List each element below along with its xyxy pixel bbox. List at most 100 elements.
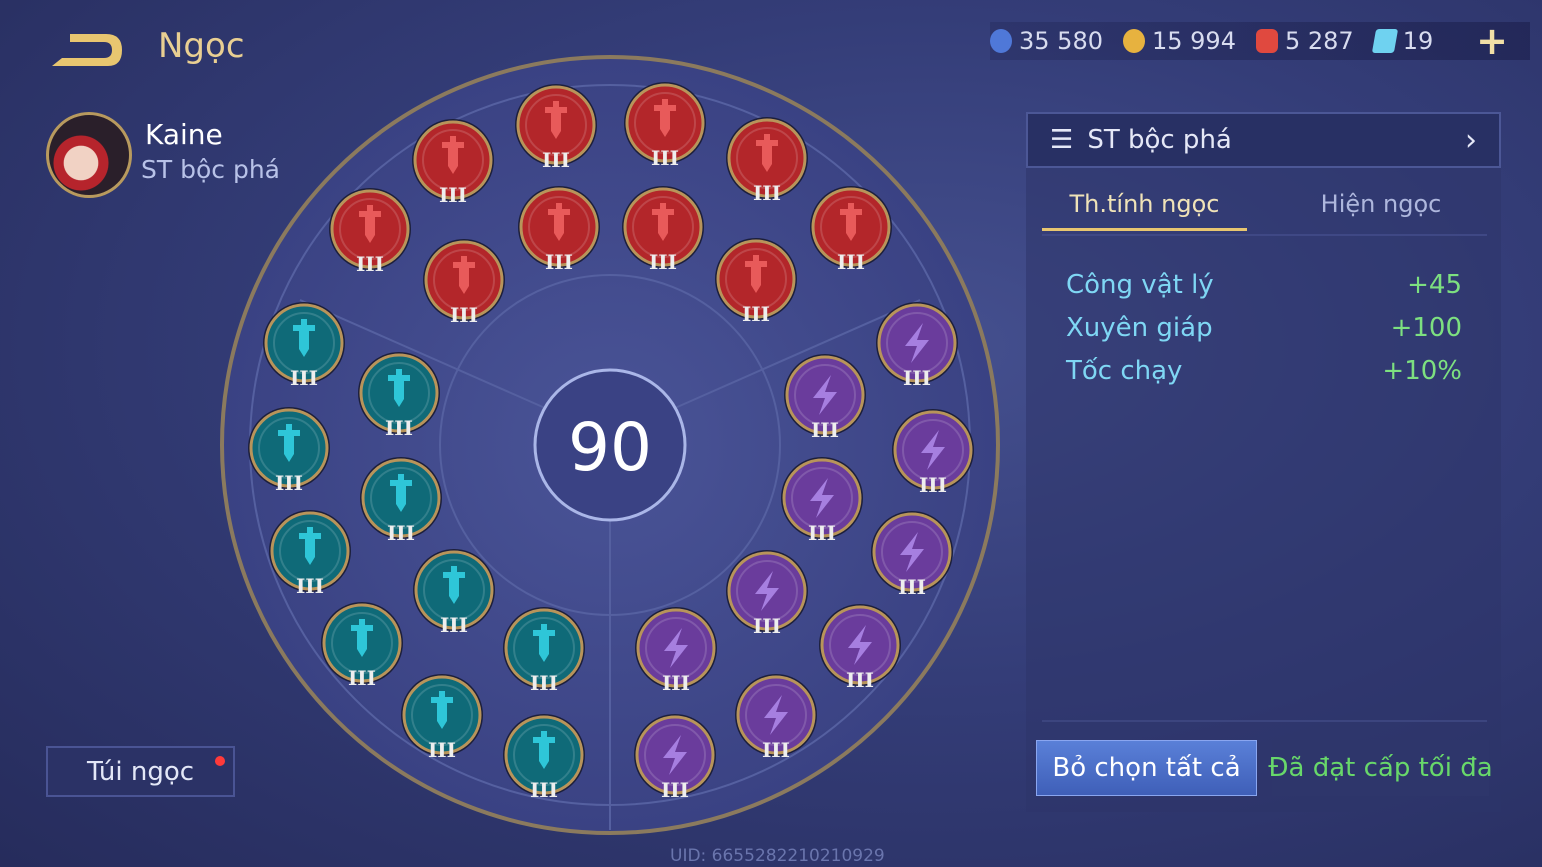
- red-rune-slot[interactable]: III: [515, 84, 597, 172]
- blue-rune-slot[interactable]: III: [263, 302, 345, 390]
- purple-rune-slot[interactable]: III: [892, 409, 974, 497]
- red-rune-slot[interactable]: III: [329, 188, 411, 276]
- currency-value: 15 994: [1151, 27, 1236, 55]
- blue-rune-slot[interactable]: III: [248, 407, 330, 495]
- sword-icon: [431, 691, 453, 729]
- red-rune-slot[interactable]: III: [715, 238, 797, 326]
- blue-rune-slot[interactable]: III: [360, 457, 442, 545]
- purple-rune-slot[interactable]: III: [781, 457, 863, 545]
- rune-bag-button[interactable]: Túi ngọc: [46, 746, 235, 797]
- rune-level-label: III: [662, 671, 690, 695]
- stat-value: +10%: [1382, 356, 1462, 386]
- rune-level-label: III: [742, 302, 770, 326]
- lightning-icon: [813, 375, 837, 415]
- gold-coin-icon: [1122, 29, 1145, 53]
- sword-icon: [654, 99, 676, 137]
- add-currency-button[interactable]: +: [1476, 19, 1508, 63]
- blue-rune-slot[interactable]: III: [321, 602, 403, 690]
- purple-rune-slot[interactable]: III: [726, 550, 808, 638]
- blue-rune-slot[interactable]: III: [401, 674, 483, 762]
- blue-rune-slot[interactable]: III: [503, 607, 585, 695]
- red-rune-slot[interactable]: III: [624, 82, 706, 170]
- purple-rune-slot[interactable]: III: [634, 714, 716, 802]
- tab-rune-stats[interactable]: Th.tính ngọc: [1042, 190, 1247, 231]
- blue-rune-slot[interactable]: III: [503, 714, 585, 802]
- blue-rune-slot[interactable]: III: [358, 352, 440, 440]
- rune-level-label: III: [290, 366, 318, 390]
- sword-icon: [745, 255, 767, 293]
- rune-level-label: III: [275, 471, 303, 495]
- red-rune-slot[interactable]: III: [518, 186, 600, 274]
- rune-level-label: III: [542, 148, 570, 172]
- purple-rune-slot[interactable]: III: [876, 302, 958, 390]
- sword-icon: [840, 203, 862, 241]
- sword-icon: [443, 566, 465, 604]
- red-rune-slot[interactable]: III: [423, 239, 505, 327]
- stat-name: Tốc chạy: [1066, 356, 1183, 386]
- purple-rune-slot[interactable]: III: [819, 604, 901, 692]
- stat-row: Tốc chạy +10%: [1066, 356, 1462, 386]
- deselect-all-button[interactable]: Bỏ chọn tất cả: [1036, 740, 1257, 796]
- rune-level-label: III: [846, 668, 874, 692]
- back-button[interactable]: [48, 28, 124, 70]
- blue-rune-slot[interactable]: III: [269, 510, 351, 598]
- purple-rune-slot[interactable]: III: [735, 674, 817, 762]
- rune-level-label: III: [837, 250, 865, 274]
- rune-level-label: III: [903, 366, 931, 390]
- purple-rune-slot[interactable]: III: [871, 511, 953, 599]
- blue-card-icon: [1371, 29, 1398, 53]
- purple-rune-slot[interactable]: III: [635, 607, 717, 695]
- hero-name: Kaine: [145, 118, 223, 151]
- currency-gold: 15 994: [1122, 27, 1236, 55]
- blue-rune-slot[interactable]: III: [413, 549, 495, 637]
- sword-icon: [533, 731, 555, 769]
- hero-avatar[interactable]: [46, 112, 132, 198]
- stat-row: Xuyên giáp +100: [1066, 313, 1462, 343]
- tab-show-runes[interactable]: Hiện ngọc: [1320, 190, 1442, 218]
- sword-icon: [652, 203, 674, 241]
- rune-level-label: III: [348, 666, 376, 690]
- rune-set-selector[interactable]: ☰ ST bộc phá ›: [1026, 112, 1501, 168]
- sword-icon: [533, 624, 555, 662]
- user-id: UID: 6655282210210929: [670, 846, 885, 866]
- lightning-icon: [755, 571, 779, 611]
- sword-icon: [278, 424, 300, 462]
- page-title: Ngọc: [158, 26, 245, 66]
- blue-coin-icon: [990, 29, 1012, 53]
- rune-level-label: III: [661, 778, 689, 802]
- currency-bar: 35 580 15 994 5 287 19 +: [990, 19, 1530, 63]
- level-circle: [533, 368, 687, 522]
- rune-level-label: III: [811, 418, 839, 442]
- red-rune-slot[interactable]: III: [622, 186, 704, 274]
- rune-level-label: III: [545, 250, 573, 274]
- stat-name: Xuyên giáp: [1066, 313, 1213, 343]
- rune-level-label: III: [440, 613, 468, 637]
- red-rune-slot[interactable]: III: [412, 119, 494, 207]
- sword-icon: [299, 527, 321, 565]
- lightning-icon: [921, 430, 945, 470]
- max-level-status: Đã đạt cấp tối đa: [1268, 740, 1493, 796]
- rune-level-label: III: [530, 671, 558, 695]
- sword-icon: [545, 101, 567, 139]
- red-rune-slot[interactable]: III: [810, 186, 892, 274]
- divider: [1042, 720, 1487, 722]
- rune-level-label: III: [753, 614, 781, 638]
- stat-value: +45: [1407, 270, 1462, 300]
- hero-rune-set: ST bộc phá: [141, 155, 280, 184]
- red-rune-slot[interactable]: III: [726, 117, 808, 205]
- sword-icon: [548, 203, 570, 241]
- back-arrow-icon: [52, 34, 122, 66]
- rune-level-label: III: [428, 738, 456, 762]
- chevron-right-icon: ›: [1465, 122, 1477, 158]
- red-gem-icon: [1255, 29, 1278, 53]
- currency-value: 35 580: [1019, 27, 1103, 55]
- purple-rune-slot[interactable]: III: [784, 354, 866, 442]
- lightning-icon: [905, 323, 929, 363]
- currency-card: 19: [1371, 27, 1434, 55]
- lightning-icon: [664, 628, 688, 668]
- rune-level-label: III: [649, 250, 677, 274]
- rune-level-total: 90: [568, 409, 652, 486]
- currency-value: 19: [1402, 27, 1434, 55]
- sword-icon: [359, 205, 381, 243]
